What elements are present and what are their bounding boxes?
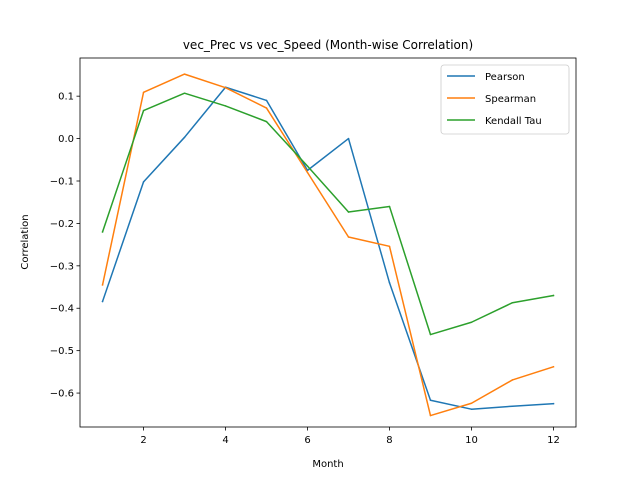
x-tick-label: 8 — [386, 435, 392, 446]
data-point — [265, 99, 268, 102]
data-point — [101, 231, 104, 233]
series-line-kendall-tau — [101, 92, 555, 336]
y-tick-label: −0.2 — [50, 219, 74, 230]
data-point — [429, 414, 432, 417]
data-point — [347, 211, 350, 213]
data-point — [552, 402, 555, 405]
data-point — [552, 366, 555, 368]
data-point — [388, 282, 391, 284]
data-point — [306, 171, 309, 174]
data-point — [101, 284, 104, 286]
data-point — [347, 137, 350, 140]
x-tick-label: 12 — [547, 435, 560, 446]
data-point — [429, 399, 432, 402]
data-point — [142, 91, 145, 94]
data-point — [306, 165, 309, 167]
y-tick-label: 0.0 — [58, 134, 74, 145]
data-point — [429, 333, 432, 336]
data-point — [101, 300, 104, 303]
y-axis-title: Correlation — [20, 214, 31, 269]
y-tick-label: −0.6 — [50, 389, 74, 400]
data-point — [183, 136, 186, 139]
legend-label: Pearson — [485, 72, 525, 83]
series-line-spearman — [101, 73, 555, 417]
y-tick-label: 0.1 — [58, 92, 74, 103]
plot-area — [101, 73, 555, 417]
data-point — [511, 379, 514, 381]
y-tick-label: −0.1 — [50, 177, 74, 188]
axes-frame — [79, 57, 577, 428]
data-point — [511, 301, 514, 304]
x-tick-label: 4 — [222, 435, 228, 446]
data-point — [470, 402, 473, 404]
series-line-pearson — [101, 86, 555, 410]
data-point — [265, 107, 268, 109]
x-tick-label: 6 — [304, 435, 310, 446]
legend-label: Kendall Tau — [485, 116, 542, 127]
data-point — [470, 321, 473, 323]
data-point — [388, 205, 391, 208]
x-axis: 2 4 6 8 10 12 — [140, 427, 560, 446]
y-tick-label: −0.4 — [50, 304, 74, 315]
data-point — [552, 294, 555, 297]
y-tick-label: −0.3 — [50, 261, 74, 272]
data-point — [224, 86, 227, 89]
data-point — [265, 120, 268, 123]
data-point — [142, 109, 145, 112]
legend-label: Spearman — [485, 94, 536, 105]
data-point — [347, 236, 350, 238]
data-point — [224, 105, 227, 107]
data-point — [470, 408, 473, 410]
data-point — [388, 245, 391, 248]
legend-box — [440, 64, 570, 135]
data-point — [183, 92, 186, 94]
data-point — [511, 405, 514, 407]
x-tick-label: 10 — [465, 435, 478, 446]
y-axis: −0.6 −0.5 −0.4 −0.3 −0.2 −0.1 0.0 0.1 — [50, 92, 80, 400]
legend: Pearson Spearman Kendall Tau — [440, 64, 570, 135]
data-point — [183, 73, 186, 75]
y-tick-label: −0.5 — [50, 346, 74, 357]
x-axis-title: Month — [312, 459, 343, 470]
chart-title: vec_Prec vs vec_Speed (Month-wise Correl… — [183, 38, 473, 52]
x-tick-label: 2 — [140, 435, 146, 446]
data-point — [142, 181, 145, 183]
